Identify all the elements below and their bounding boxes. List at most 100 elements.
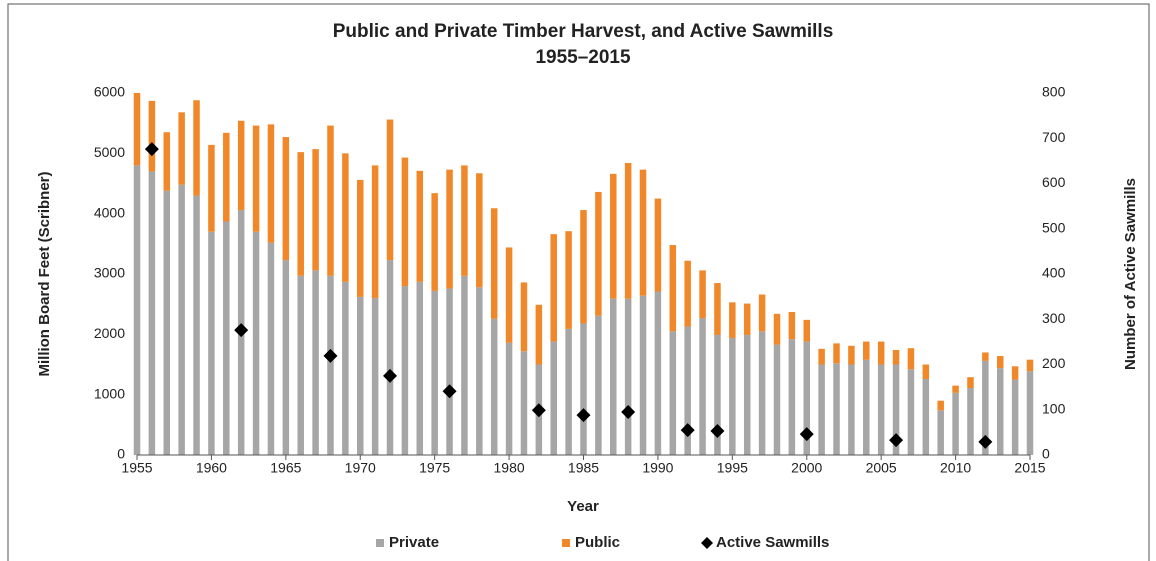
y2-axis-label: Number of Active Sawmills [1122,178,1139,370]
bar [788,312,796,340]
y-tick-label: 6000 [94,84,125,100]
bar [624,298,632,455]
bar [654,198,662,292]
bar [148,100,156,172]
bar [148,171,156,455]
bar [922,364,930,379]
bar [773,344,781,455]
scatter-point [144,142,159,157]
bar [922,378,930,455]
bar [818,348,825,365]
y2-tick-label: 800 [1042,84,1066,100]
bar [386,119,394,261]
y2-tick-label: 400 [1042,265,1066,281]
bar [803,341,810,455]
scatter-point [621,405,636,420]
bar [743,303,751,335]
bar [863,341,870,360]
bar [788,339,796,455]
scatter-point [442,384,457,399]
x-axis-label: Year [567,498,599,515]
legend-label: Active Sawmills [716,534,829,551]
y2-tick-label: 600 [1042,174,1066,190]
y2-tick-label: 300 [1042,310,1066,326]
y-tick-label: 1000 [94,385,125,401]
bar [952,392,959,455]
bar [833,363,840,455]
bar [431,193,438,291]
legend-marker [701,537,713,549]
bar [982,360,989,455]
scatter-point [710,424,725,439]
bar [773,313,781,345]
scatter-point [978,434,993,449]
bar [1011,379,1019,455]
bar [446,288,453,455]
bar [907,348,915,370]
bar [461,275,468,455]
x-tick-label: 1955 [121,460,152,476]
y-tick-label: 3000 [94,265,125,281]
y2-tick-label: 0 [1042,446,1050,462]
x-tick-label: 1975 [419,460,450,476]
bar [371,165,379,299]
bar [267,242,275,455]
bar [223,132,230,222]
bar [639,295,647,455]
bar [967,388,974,455]
bar [565,231,572,329]
bar [684,326,691,455]
legend-label: Private [389,534,439,551]
bar [490,318,498,455]
y2-tick-label: 700 [1042,129,1066,145]
bar [907,369,915,455]
bar [312,270,319,455]
bar [163,132,171,191]
bar [357,179,364,297]
scatter-point [576,408,591,423]
x-tick-label: 1985 [568,460,599,476]
bar [624,162,632,299]
bar [996,368,1004,455]
bar [282,260,290,455]
bar [729,302,736,338]
bar [267,124,275,243]
bar [758,331,766,455]
bar [178,184,185,455]
bar [520,351,528,455]
bar [461,165,468,276]
bar [714,334,721,455]
bar [208,231,215,455]
bar [416,170,424,282]
x-tick-label: 2005 [866,460,897,476]
bar [892,364,900,455]
bar [982,352,989,361]
bar [699,318,706,455]
bar [714,283,721,335]
bar [580,210,587,324]
bar [818,364,825,455]
x-tick-label: 1970 [345,460,376,476]
scatter-point [383,368,398,383]
bar [416,281,424,455]
scatter-point [323,348,338,363]
bar [1026,371,1034,455]
bar [476,173,483,288]
bar [877,364,885,455]
y2-tick-label: 200 [1042,355,1066,371]
bar [610,298,617,455]
bar [863,359,870,455]
scatter-point [799,427,814,442]
y-axis-label: Million Board Feet (Scribner) [36,171,53,376]
frame [7,3,1150,561]
bar [699,270,706,319]
y2-tick-label: 100 [1042,400,1066,416]
bar [252,125,260,232]
bar [252,231,260,455]
bar [565,328,572,455]
bar [505,247,513,343]
bar [342,153,349,282]
bar [1026,359,1034,372]
x-tick-label: 1990 [642,460,673,476]
bar [386,260,394,455]
